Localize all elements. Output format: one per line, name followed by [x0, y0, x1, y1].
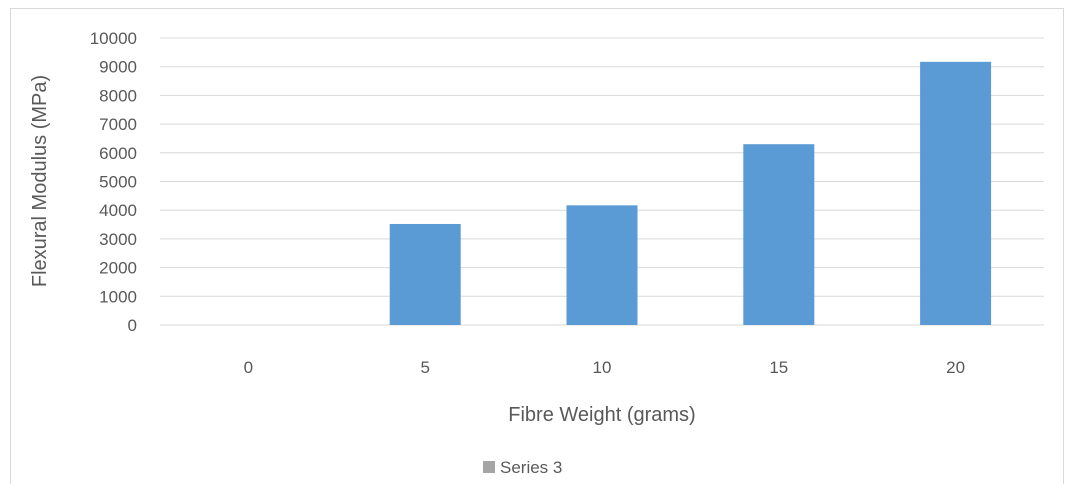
bar-20 — [920, 61, 992, 326]
x-tick-label: 5 — [420, 358, 429, 377]
y-tick-label: 9000 — [99, 58, 137, 77]
x-tick-label: 20 — [946, 358, 965, 377]
y-tick-label: 0 — [128, 316, 137, 335]
bars — [389, 61, 992, 326]
x-tick-label: 0 — [244, 358, 253, 377]
y-tick-label: 8000 — [99, 86, 137, 105]
y-axis-title: Flexural Modulus (MPa) — [29, 75, 51, 287]
bar-15 — [743, 144, 815, 325]
y-tick-label: 3000 — [99, 230, 137, 249]
x-tick-label: 15 — [769, 358, 788, 377]
chart-frame — [10, 8, 1064, 484]
bar-10 — [566, 205, 638, 325]
bar-5 — [389, 223, 461, 325]
y-axis-ticks: 0 1000 2000 3000 4000 5000 6000 7000 8000 9000 100… — [90, 29, 137, 335]
y-tick-label: 6000 — [99, 144, 137, 163]
y-tick-label: 4000 — [99, 201, 137, 220]
x-axis-title: Fibre Weight (grams) — [508, 404, 695, 426]
y-tick-label: 1000 — [99, 287, 137, 306]
legend-label: Series 3 — [500, 458, 562, 477]
legend: Series 3 — [483, 458, 562, 477]
x-tick-label: 10 — [593, 358, 612, 377]
y-tick-label: 10000 — [90, 29, 137, 48]
x-axis-ticks: 0 5 10 15 20 — [244, 358, 965, 377]
y-tick-label: 7000 — [99, 115, 137, 134]
y-tick-label: 2000 — [99, 259, 137, 278]
legend-swatch — [483, 461, 495, 473]
y-tick-label: 5000 — [99, 173, 137, 192]
